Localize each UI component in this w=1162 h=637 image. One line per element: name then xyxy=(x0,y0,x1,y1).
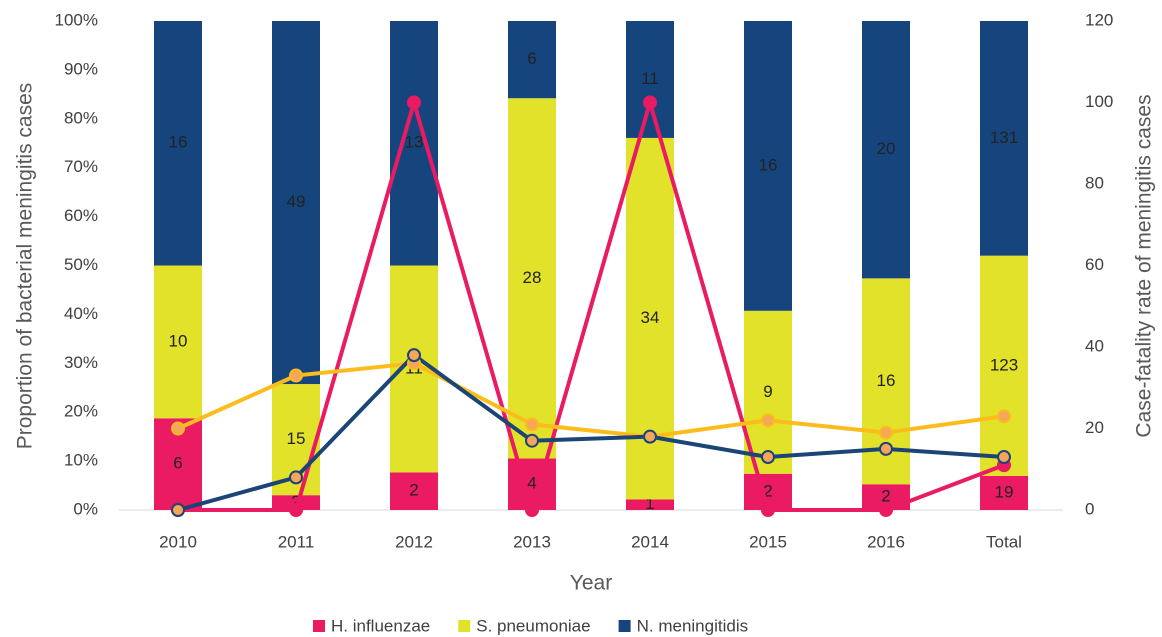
legend-swatch xyxy=(618,620,631,632)
fatality-marker xyxy=(407,348,421,363)
fatality-marker xyxy=(879,503,893,517)
x-tick-label: Total xyxy=(986,532,1022,551)
fatality-marker xyxy=(171,503,185,517)
y2-axis-title: Case-fatality rate of meningitis cases xyxy=(1133,94,1156,437)
x-tick-label: 2015 xyxy=(749,532,787,551)
bar-segment xyxy=(744,21,792,311)
y2-tick-label: 60 xyxy=(1085,255,1104,274)
x-tick-label: 2011 xyxy=(278,532,315,551)
segment-label: 16 xyxy=(169,133,188,152)
segment-label: 1 xyxy=(645,494,654,513)
y2-tick-label: 100 xyxy=(1085,92,1113,111)
y-tick-label: 10% xyxy=(64,451,98,470)
bar-segment xyxy=(390,21,438,266)
fatality-line xyxy=(177,352,1005,512)
fatality-marker xyxy=(761,503,775,517)
fatality-marker xyxy=(643,429,657,444)
fatality-marker xyxy=(761,450,775,465)
segment-label: 19 xyxy=(995,482,1014,501)
bar-segment xyxy=(980,475,1028,510)
segment-label: 13 xyxy=(405,133,424,152)
y-tick-label: 70% xyxy=(64,157,98,176)
segment-label: 16 xyxy=(759,155,778,174)
segment-label: 4 xyxy=(527,474,536,493)
x-tick-label: 2014 xyxy=(631,532,669,551)
y-tick-label: 30% xyxy=(64,353,98,372)
segment-label: 2 xyxy=(763,481,772,500)
y-tick-label: 40% xyxy=(64,304,98,323)
bar-segment xyxy=(390,472,438,510)
segment-label: 123 xyxy=(990,355,1018,374)
y-tick-label: 50% xyxy=(64,255,98,274)
segment-label: 11 xyxy=(641,69,659,88)
bar-segment xyxy=(272,21,320,385)
fatality-marker xyxy=(997,409,1011,424)
segment-label: 34 xyxy=(641,308,660,327)
x-tick-label: 2013 xyxy=(513,532,551,551)
fatality-marker xyxy=(525,417,539,432)
bar-segment xyxy=(626,499,674,510)
y2-tick-label: 80 xyxy=(1085,173,1104,192)
x-tick-label: 2010 xyxy=(159,532,197,551)
fatality-marker xyxy=(761,413,775,428)
segment-label: 6 xyxy=(527,49,536,68)
bar-segment xyxy=(744,310,792,474)
legend-label: N. meningitidis xyxy=(637,616,749,635)
fatality-marker xyxy=(289,503,303,517)
fatality-marker xyxy=(643,95,657,110)
fatality-marker xyxy=(525,433,539,448)
bar-segment xyxy=(272,495,320,510)
fatality-marker xyxy=(289,470,303,485)
y-axis-title: Proportion of bacterial meningitis cases xyxy=(14,83,37,450)
bar-segment xyxy=(980,21,1028,256)
y2-tick-label: 40 xyxy=(1085,336,1104,355)
fatality-marker xyxy=(289,368,303,383)
segment-label: 16 xyxy=(877,371,896,390)
y-tick-label: 0% xyxy=(73,499,98,518)
y-tick-label: 60% xyxy=(64,206,98,225)
x-tick-label: 2012 xyxy=(395,532,433,551)
legend-label: S. pneumoniae xyxy=(476,616,590,635)
y-tick-label: 20% xyxy=(64,402,98,421)
fatality-marker xyxy=(407,95,421,110)
fatality-marker xyxy=(997,450,1011,465)
segment-label: 2 xyxy=(409,481,418,500)
legend-swatch xyxy=(458,620,471,632)
bar-segment xyxy=(508,21,556,99)
bar-segment xyxy=(980,255,1028,476)
fatality-marker xyxy=(525,503,539,517)
segment-label: 9 xyxy=(763,382,772,401)
bar-segment xyxy=(154,265,202,419)
bar-segment xyxy=(862,21,910,279)
segment-label: 6 xyxy=(173,454,182,473)
segment-label: 10 xyxy=(169,331,188,350)
fatality-line xyxy=(177,361,1005,439)
segment-label: 49 xyxy=(287,192,306,211)
y2-tick-label: 120 xyxy=(1085,10,1113,29)
segment-label: 2 xyxy=(291,492,300,511)
bar-segment xyxy=(508,458,556,510)
fatality-line xyxy=(178,95,1005,518)
bar-segment xyxy=(154,21,202,266)
fatality-marker xyxy=(171,421,185,436)
segment-label: 2 xyxy=(881,487,890,506)
segment-label: 131 xyxy=(990,128,1018,147)
legend-swatch xyxy=(313,620,325,632)
legend-label: H. influenzae xyxy=(331,616,430,635)
fatality-marker xyxy=(879,441,893,456)
fatality-marker xyxy=(879,425,893,440)
y2-tick-label: 20 xyxy=(1085,418,1104,437)
x-axis-title: Year xyxy=(570,572,612,595)
y2-tick-label: 0 xyxy=(1085,499,1094,518)
segment-label: 20 xyxy=(877,139,896,158)
y-tick-label: 90% xyxy=(64,59,98,78)
y-tick-label: 80% xyxy=(64,108,98,127)
segment-label: 15 xyxy=(287,429,306,448)
bar-segment xyxy=(626,21,674,138)
x-tick-label: 2016 xyxy=(867,532,905,551)
segment-label: 28 xyxy=(523,268,542,287)
y-tick-label: 100% xyxy=(55,10,98,29)
bar-segment xyxy=(508,98,556,459)
